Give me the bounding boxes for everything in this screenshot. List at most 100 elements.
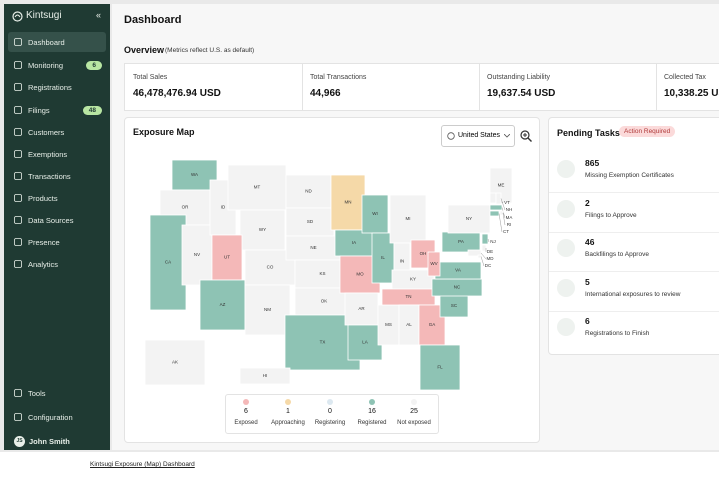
metric-label: Total Sales [133,74,168,81]
metric-value: 46,478,476.94 USD [133,88,221,99]
nav-label: Dashboard [28,37,65,47]
nav-icon [14,38,22,46]
logo-icon [12,11,23,22]
nav-label: Tools [28,388,46,398]
legend-count: 16 [368,408,376,415]
nav-item[interactable]: Tools [8,383,106,403]
nav-icon [14,128,22,136]
divider [656,64,657,110]
nav-icon [14,238,22,246]
collapse-button[interactable]: « [96,10,102,20]
nav-label: Transactions [28,171,71,181]
overview-title: Overview [124,45,165,55]
icon-shape [14,38,22,46]
main: Dashboard Overview (Metrics reflect U.S.… [112,4,719,450]
divider [549,310,719,312]
nav-item[interactable]: Dashboard [8,32,106,52]
divider [549,271,719,272]
nav-icon [14,194,22,202]
nav-label: Customers [28,127,65,137]
metrics-card: Total Sales 46,478,476.94 USD Total Transa… [124,63,719,111]
nav-icon [14,389,22,397]
region-dropdown[interactable]: United States [441,125,515,147]
divider [479,64,480,110]
nav-icon [14,172,22,180]
region-label: United States [458,132,501,139]
nav-label: Filings [28,105,50,115]
nav-label: Analytics [28,259,59,269]
nav-icon [14,216,22,224]
task-icon [557,239,575,257]
nav-item[interactable]: Exemptions [8,144,106,164]
icon-shape [14,389,22,397]
nav-icon [14,150,22,158]
metric-value: 19,637.54 USD [487,88,556,99]
legend-count: 25 [410,408,418,415]
legend-label: Exposed [234,420,258,426]
legend-count: 1 [286,408,290,415]
task-item[interactable]: 46 Backfilings to Approve [549,237,719,273]
legend-swatch [243,399,249,405]
task-label: Registrations to Finish [585,330,650,337]
nav-icon [14,260,22,268]
legend-swatch [369,399,375,405]
globe-icon [447,132,455,140]
task-item[interactable]: 5 International exposures to review [549,276,719,313]
legend-label: Registered [357,420,387,426]
zoom-button[interactable] [520,130,532,142]
legend-count: 6 [244,408,248,415]
nav-item[interactable]: Transactions [8,166,106,186]
map-title: Exposure Map [133,127,195,137]
task-label: Filings to Approve [585,211,637,219]
nav-item[interactable]: Products [8,188,106,208]
metric-label: Collected Tax [664,74,706,81]
nav-item[interactable]: Analytics [8,254,106,274]
nav-item[interactable]: Configuration [8,407,106,427]
legend-swatch [285,399,291,405]
legend-label: Registering [314,420,346,426]
divider [549,231,719,233]
task-icon [557,278,575,297]
sidebar: Kintsugi « JS John Smith Dashboard Monito… [4,4,110,450]
nav-badge: 48 [82,105,102,115]
icon-shape [14,106,22,114]
nav-item[interactable]: Filings 48 [8,100,106,120]
legend-label: Not exposed [397,420,431,426]
nav-label: Products [28,193,58,203]
nav-item[interactable]: Data Sources [8,210,106,230]
icon-shape [14,61,22,69]
task-item[interactable]: 865 Missing Exemption Certificates [549,158,719,194]
legend-swatch [411,399,417,405]
user-name[interactable]: John Smith [29,437,70,446]
icon-shape [14,83,22,91]
task-count: 5 [585,276,590,287]
nav-label: Monitoring [28,60,64,70]
user-avatar: JS [14,436,25,447]
icon-shape [14,172,22,180]
legend-label: Approaching [271,420,305,426]
metric-label: Total Transactions [310,74,367,81]
tasks-badge: Action Required [619,126,676,137]
legend-count: 0 [328,408,332,415]
icon-shape [14,238,22,246]
chevron [504,134,510,138]
nav-item[interactable]: Monitoring 6 [8,55,106,75]
icon-shape [14,216,22,224]
pending-tasks-card: Pending Tasks Action Required 865 Missing… [548,117,719,355]
nav-item[interactable]: Registrations [8,77,106,97]
nav-item[interactable]: Customers [8,122,106,142]
nav-item[interactable]: Presence [8,232,106,252]
task-item[interactable]: 2 Filings to Approve [549,198,719,234]
task-item[interactable]: 6 Registrations to Finish [557,316,717,352]
nav-label: Registrations [28,82,72,92]
overview-note: (Metrics reflect U.S. as default) [165,47,255,54]
task-label: International exposures to review [585,290,681,298]
nav-icon [14,61,22,69]
nav-icon [14,83,22,91]
task-count: 865 [585,158,600,168]
tasks-title: Pending Tasks [557,128,620,138]
task-icon [557,199,575,218]
task-label: Backfilings to Approve [585,251,649,258]
nav-label: Exemptions [28,149,68,159]
